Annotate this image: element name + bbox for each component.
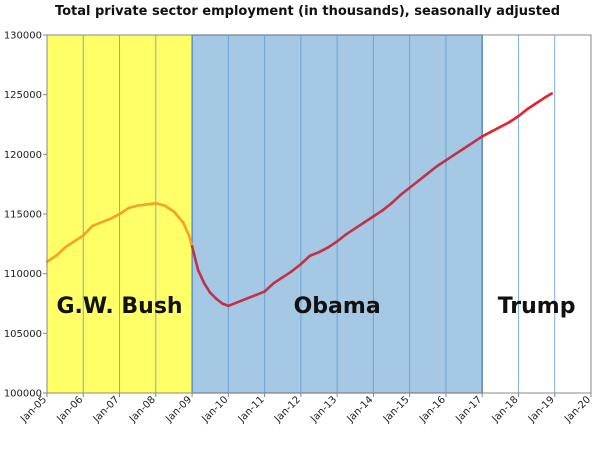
series-segment	[399, 186, 411, 197]
series-segment	[444, 153, 457, 162]
x-tick-label: Jan-16	[417, 394, 448, 425]
series-segment	[363, 215, 375, 224]
x-tick-label: Jan-10	[200, 394, 231, 425]
series-segment	[508, 114, 520, 124]
series-segment	[190, 244, 200, 272]
x-tick-label: Jan-15	[381, 394, 412, 425]
series-segment	[326, 240, 339, 249]
series-segment	[526, 101, 538, 111]
series-segment	[154, 201, 167, 207]
series-segment	[45, 254, 58, 264]
era-label-0: G.W. Bush	[56, 294, 182, 319]
x-tick-label: Jan-07	[91, 394, 122, 425]
series-segment	[480, 130, 493, 138]
y-axis: 100000 105000 110000 115000 120000 125000 1300…	[4, 31, 47, 400]
x-tick-label: Jan-14	[345, 394, 376, 425]
era-label-1: Obama	[294, 294, 381, 319]
y-tick-label: 125000	[4, 90, 42, 101]
x-tick-label: Jan-19	[526, 394, 557, 425]
series-segment	[109, 212, 121, 221]
series-segment	[408, 179, 421, 190]
series-segment	[91, 221, 103, 228]
series-segment	[172, 210, 185, 224]
series-segment	[317, 246, 330, 254]
x-tick-label: Jan-13	[308, 394, 339, 425]
series-segment	[544, 92, 554, 99]
x-tick-label: Jan-08	[127, 394, 158, 425]
series-segment	[202, 281, 212, 295]
series-segment	[145, 201, 158, 206]
y-tick-label: 115000	[4, 210, 42, 221]
series-segment	[308, 250, 321, 258]
series-segment	[136, 203, 149, 207]
series-segment	[63, 240, 76, 249]
series-segment	[208, 291, 218, 301]
series-segment	[127, 204, 139, 210]
plot-frame	[46, 34, 592, 394]
y-tick-label: 120000	[4, 150, 42, 161]
series-segment	[227, 301, 239, 308]
y-tick-label: 100000	[4, 389, 42, 400]
series-segment	[471, 135, 484, 144]
series-segment	[390, 193, 402, 205]
y-tick-label: 105000	[4, 329, 42, 340]
x-tick-label: Jan-09	[163, 394, 194, 425]
x-tick-label: Jan-11	[236, 394, 267, 425]
series-segment	[381, 201, 393, 212]
x-tick-label: Jan-20	[562, 394, 593, 425]
series-segment	[453, 147, 466, 156]
x-tick-label: Jan-06	[54, 394, 85, 425]
series-segment	[372, 209, 384, 218]
x-tick-label: Jan-17	[453, 394, 484, 425]
series-segment	[417, 172, 430, 182]
y-tick-label: 130000	[4, 31, 42, 42]
series-segment	[281, 269, 294, 279]
era-label-2: Trump	[498, 294, 576, 319]
series-segment	[344, 227, 357, 236]
series-segment	[245, 293, 257, 301]
series-segment	[163, 204, 176, 213]
series-segment	[81, 224, 94, 237]
series-segment	[181, 221, 191, 237]
series-segment	[100, 217, 112, 224]
series-segment	[196, 268, 206, 285]
x-tick-label: Jan-12	[272, 394, 303, 425]
series-segment	[353, 221, 366, 230]
series-segment	[254, 290, 266, 297]
series-segment	[187, 234, 194, 248]
series-segment	[462, 141, 475, 150]
era-band-2	[482, 35, 591, 393]
x-tick-label: Jan-18	[490, 394, 521, 425]
series-segment	[335, 232, 348, 243]
series-segment	[517, 107, 529, 118]
series-segment	[499, 120, 511, 129]
chart-title: Total private sector employment (in thou…	[54, 4, 561, 19]
era-bands	[47, 34, 591, 394]
series-segment	[535, 95, 547, 105]
series-segment	[299, 254, 312, 266]
series-segment	[236, 297, 248, 304]
series-segment	[435, 159, 448, 168]
series-segment	[489, 125, 502, 133]
x-axis: Jan-05 Jan-06 Jan-07 Jan-08 Jan-09 Jan-10 Jan-…	[18, 393, 593, 425]
series-line	[45, 92, 554, 308]
series-segment	[118, 206, 130, 216]
series-segment	[290, 262, 303, 273]
series-segment	[426, 164, 439, 175]
series-segment	[72, 234, 85, 243]
y-tick-label: 110000	[4, 269, 42, 280]
era-labels: G.W. Bush Obama Trump	[56, 294, 575, 319]
series-segment	[272, 275, 285, 285]
series-segment	[54, 246, 67, 258]
series-segment	[263, 281, 275, 293]
